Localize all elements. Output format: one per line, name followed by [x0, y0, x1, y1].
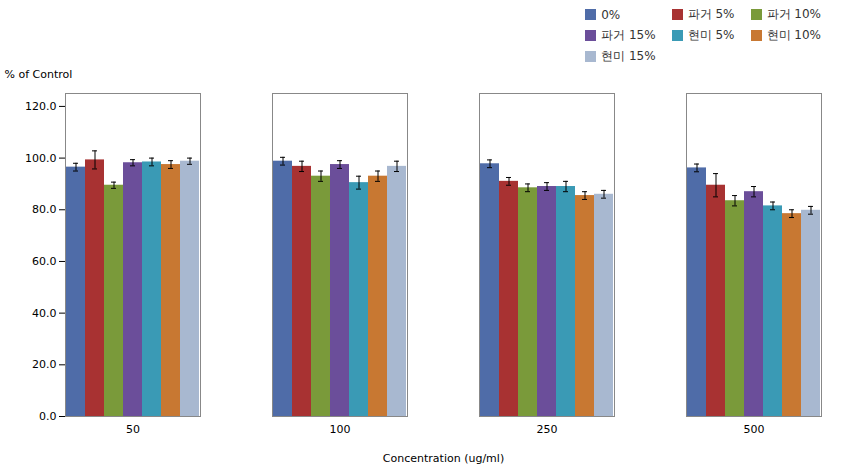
svg-text:0.0: 0.0 — [39, 410, 57, 423]
svg-text:60.0: 60.0 — [32, 255, 57, 268]
html-text:파거 5%: 파거 5% — [687, 7, 735, 21]
html-text:파거 10%: 파거 10% — [766, 7, 821, 21]
svg-text:100: 100 — [330, 423, 351, 436]
svg-text:40.0: 40.0 — [32, 307, 57, 320]
html-text:0%: 0% — [601, 7, 621, 22]
svg-text:120.0: 120.0 — [25, 100, 57, 113]
svg-text:20.0: 20.0 — [32, 358, 57, 371]
svg-text:100.0: 100.0 — [25, 152, 57, 165]
svg-text:Concentration (ug/ml): Concentration (ug/ml) — [383, 452, 504, 465]
html-text:현미 5%: 현미 5% — [687, 28, 735, 42]
svg-text:50: 50 — [126, 423, 140, 436]
html-text:현미 10%: 현미 10% — [766, 28, 821, 42]
html-text:파거 15%: 파거 15% — [601, 28, 656, 42]
svg-text:500: 500 — [744, 423, 765, 436]
html-text:현미 15%: 현미 15% — [601, 49, 656, 63]
svg-text:80.0: 80.0 — [32, 203, 57, 216]
svg-text:% of Control: % of Control — [5, 68, 73, 81]
svg-text:250: 250 — [537, 423, 558, 436]
